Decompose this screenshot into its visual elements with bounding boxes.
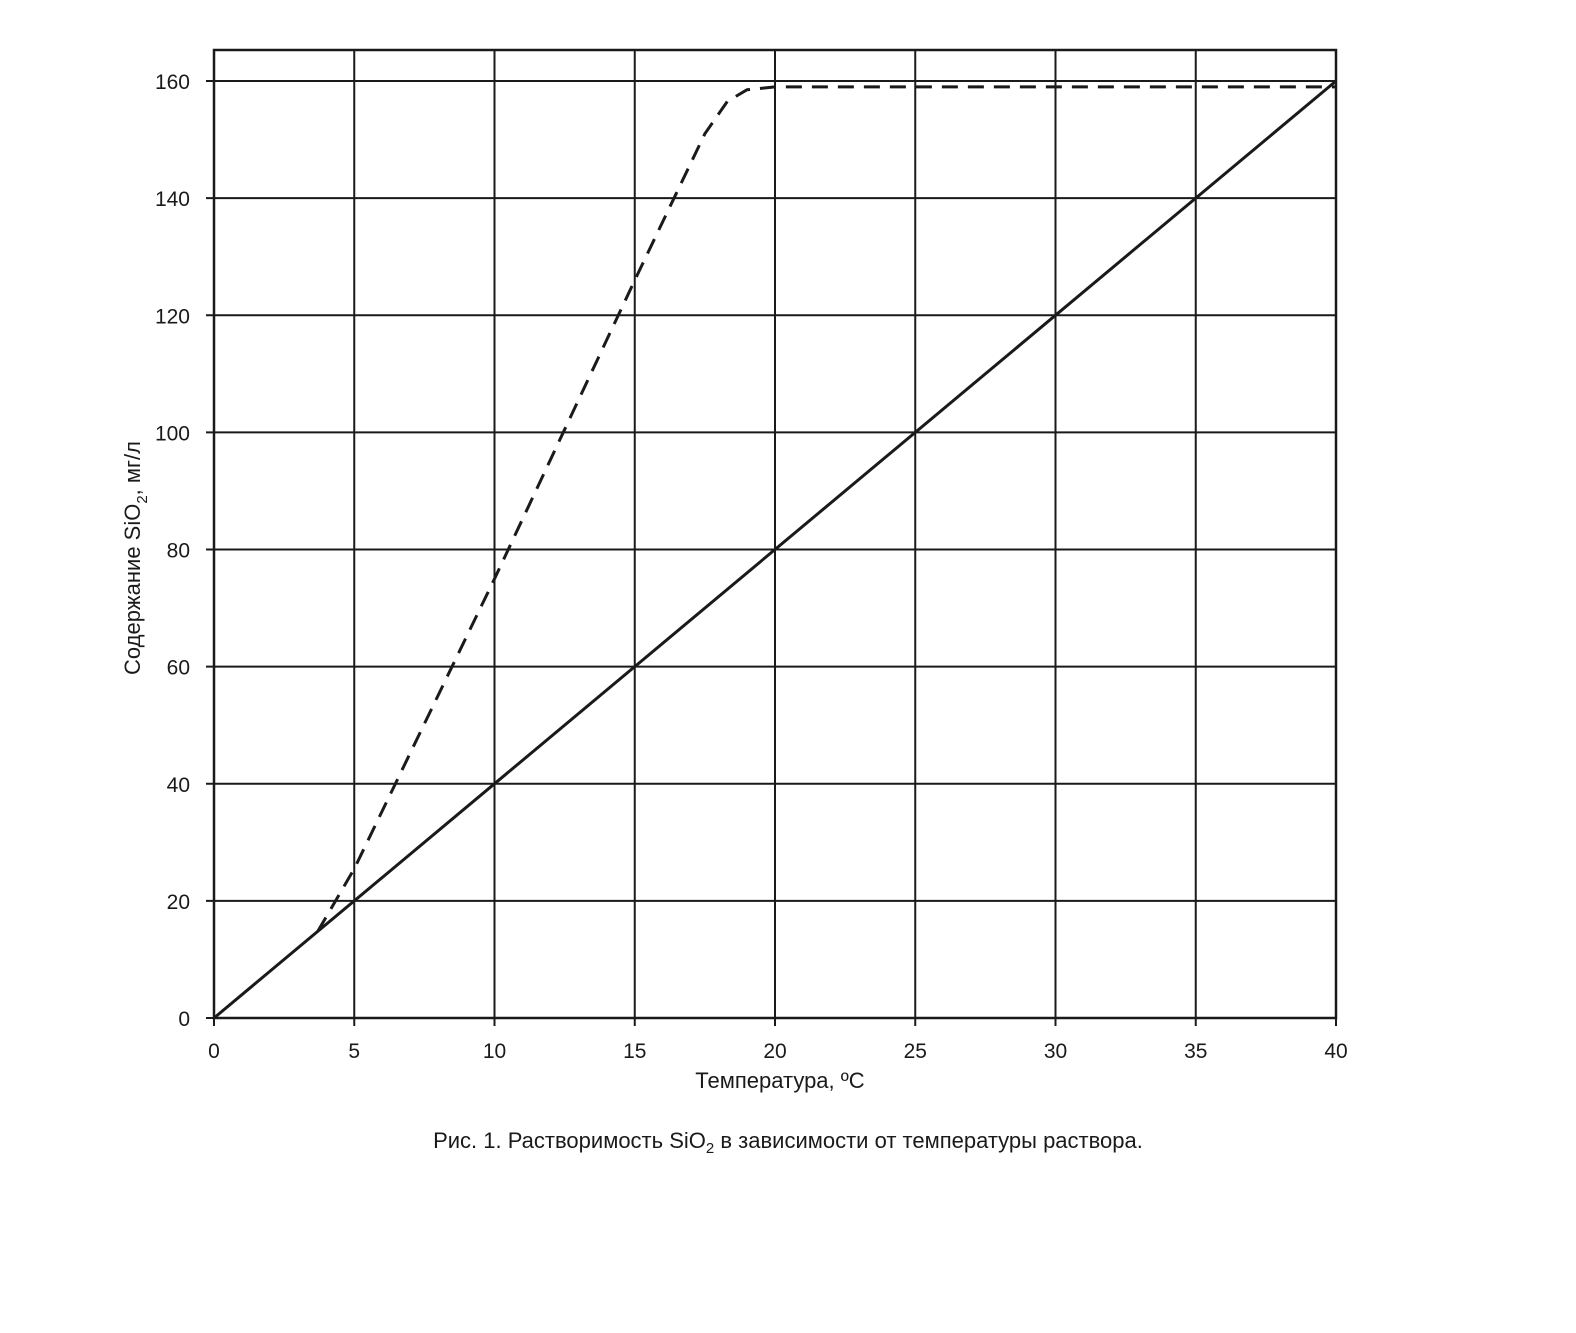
y-tick-label-140: 140	[155, 188, 190, 211]
x-tick-label-10: 10	[483, 1040, 506, 1063]
x-tick-label-20: 20	[763, 1040, 786, 1063]
x-tick-label-25: 25	[904, 1040, 927, 1063]
y-tick-label-0: 0	[178, 1008, 190, 1031]
y-tick-label-100: 100	[155, 422, 190, 445]
y-axis-title-subscript: 2	[134, 495, 151, 503]
grid-lines	[213, 50, 1337, 1019]
x-tick-label-30: 30	[1044, 1040, 1067, 1063]
y-tick-label-20: 20	[167, 891, 190, 914]
series-layer	[213, 79, 1337, 1020]
series-line-dashed	[316, 85, 1336, 933]
y-axis-title-main: Содержание SiO	[120, 504, 145, 675]
x-tick-label-35: 35	[1184, 1040, 1207, 1063]
caption-subscript: 2	[705, 1140, 715, 1157]
y-tick-label-40: 40	[167, 774, 190, 797]
y-tick-labels: 0 20 40 60 80 100 120 140 160	[155, 71, 214, 1031]
x-tick-label-0: 0	[208, 1040, 220, 1063]
y-tick-label-60: 60	[167, 657, 190, 680]
x-axis-title: Температура, ºC	[695, 1068, 865, 1093]
caption-suffix: в зависимости от температуры раствора.	[714, 1128, 1143, 1153]
x-tick-label-5: 5	[348, 1040, 360, 1063]
y-tick-label-160: 160	[155, 71, 190, 94]
x-tick-labels: 0 5 10 15 20 25 30 35 40	[208, 1018, 1348, 1063]
series-line-solid	[213, 79, 1337, 1020]
caption-prefix: Рис. 1. Растворимость SiO	[433, 1128, 706, 1153]
x-tick-label-40: 40	[1324, 1040, 1347, 1063]
y-axis-title: Содержание SiO2, мг/л	[120, 441, 151, 675]
y-tick-label-80: 80	[167, 540, 190, 563]
y-axis-title-unit: , мг/л	[120, 441, 145, 495]
y-tick-label-120: 120	[155, 305, 190, 328]
x-tick-label-15: 15	[623, 1040, 646, 1063]
figure-caption: Рис. 1. Растворимость SiO2 в зависимости…	[0, 1128, 1576, 1157]
